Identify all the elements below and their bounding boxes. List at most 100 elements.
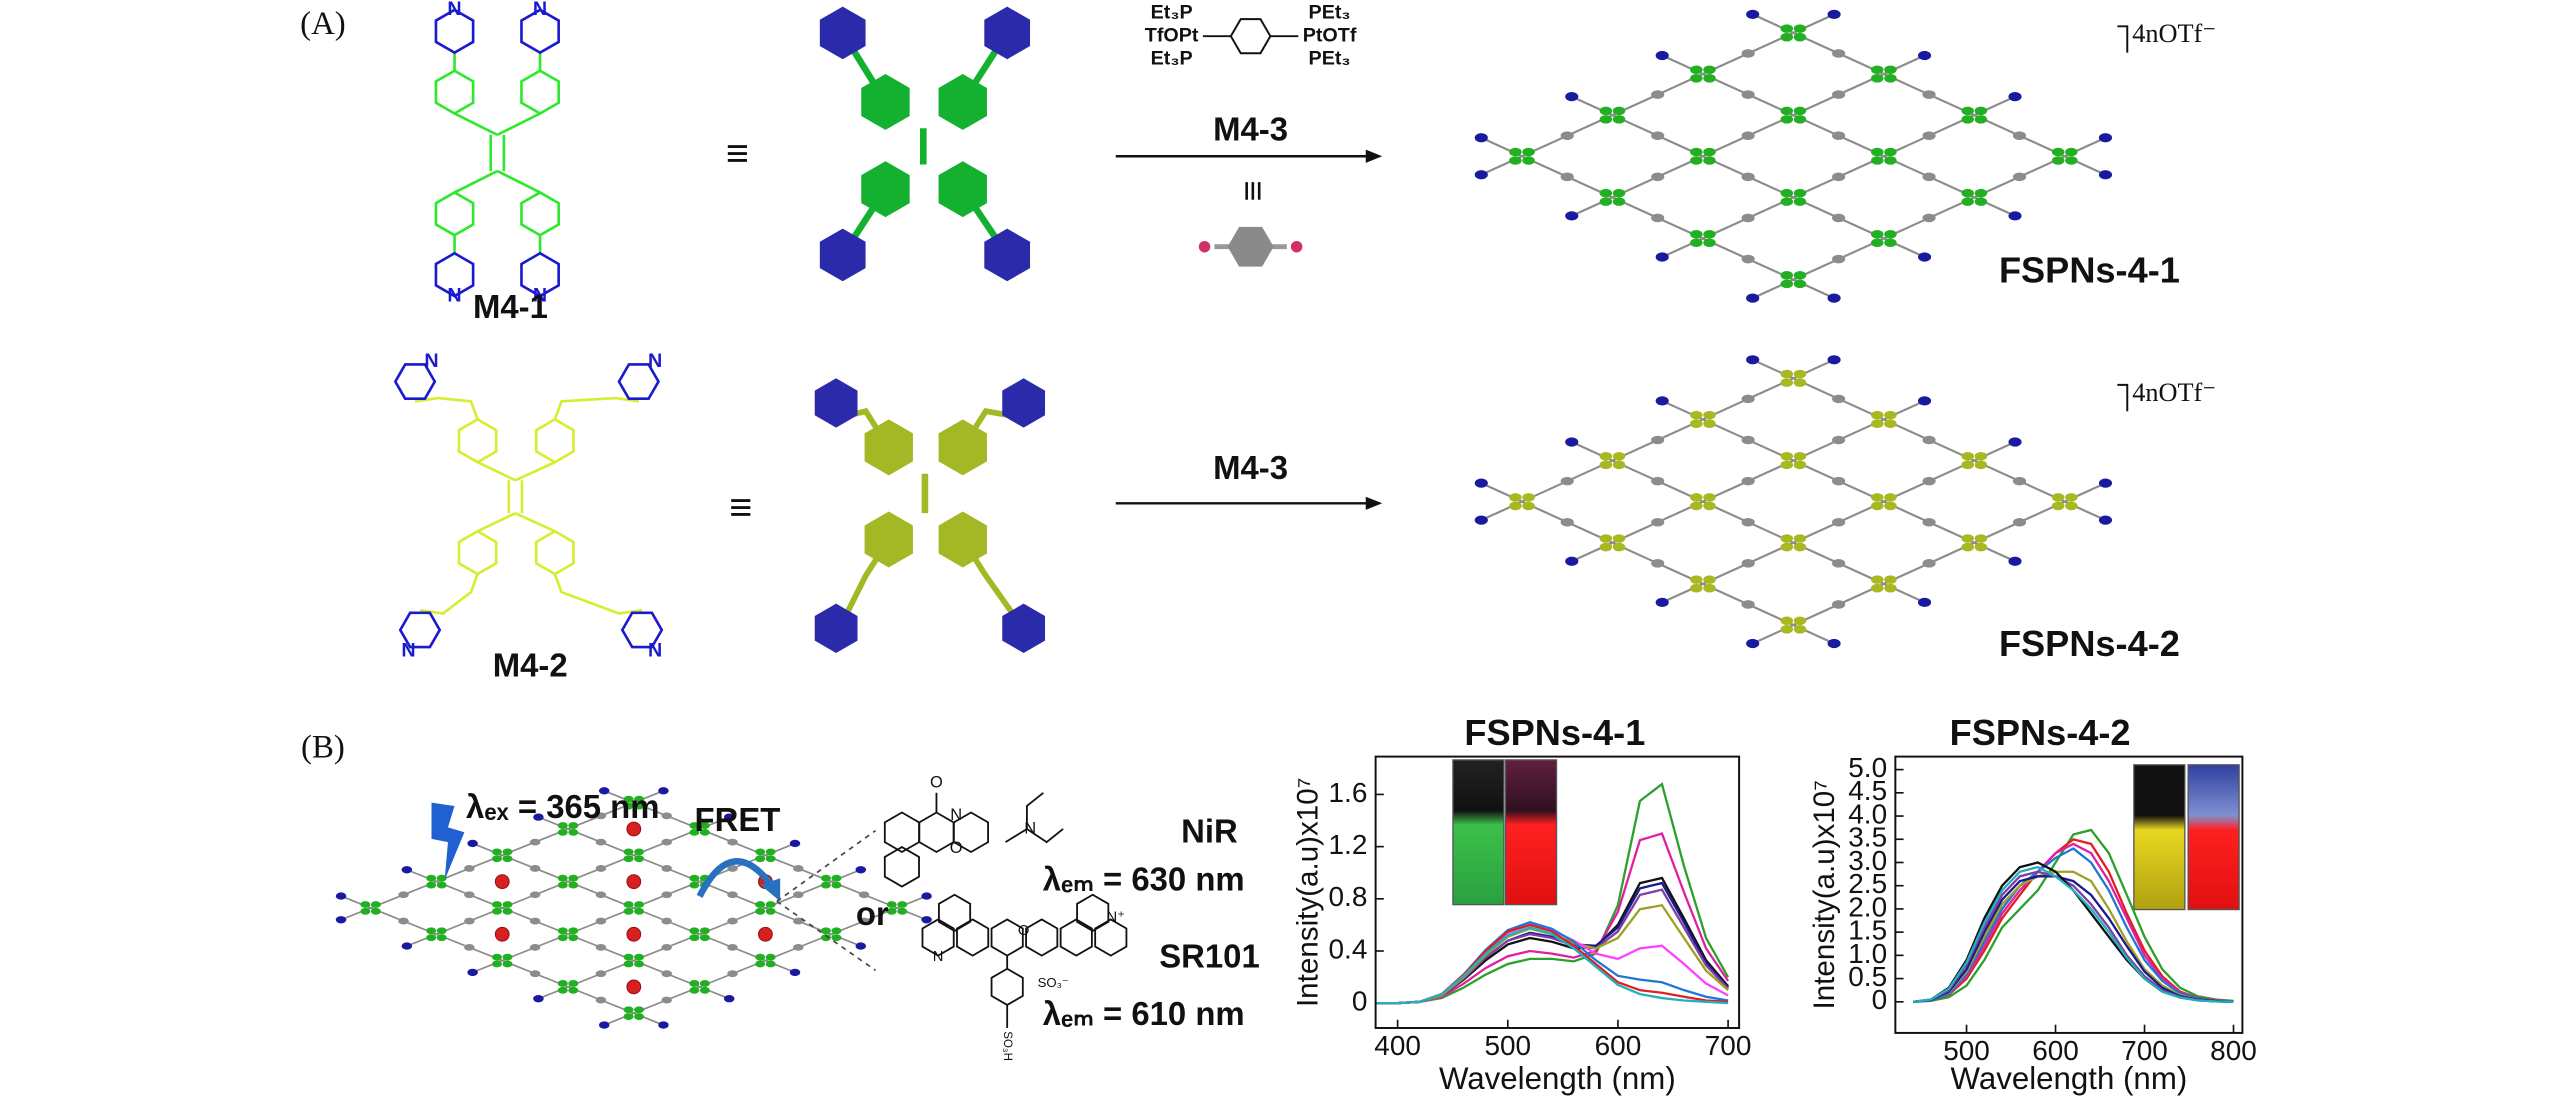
linker-node bbox=[595, 996, 607, 1004]
node-ring bbox=[502, 855, 513, 863]
chart-title: FSPNs-4-2 bbox=[1950, 712, 2131, 753]
end-cap bbox=[1827, 9, 1841, 19]
linker-node bbox=[464, 865, 475, 872]
hexagon bbox=[814, 603, 858, 653]
node-ring bbox=[1871, 74, 1884, 83]
counterion: 4nOTf⁻ bbox=[2132, 19, 2216, 48]
node-ring bbox=[897, 901, 908, 908]
bond bbox=[476, 511, 516, 533]
hexagon bbox=[918, 811, 955, 854]
node-ring bbox=[1884, 229, 1897, 239]
node-ring bbox=[557, 927, 568, 935]
end-cap bbox=[1655, 597, 1669, 608]
node-ring bbox=[1884, 156, 1897, 165]
atom-label: N bbox=[648, 350, 662, 372]
node-ring bbox=[1780, 369, 1794, 379]
node-ring bbox=[1884, 501, 1897, 511]
linker-node bbox=[1832, 49, 1846, 58]
bracket bbox=[2117, 25, 2129, 53]
hexagon bbox=[1002, 603, 1046, 653]
molecule-label: M4-1 bbox=[473, 288, 548, 325]
end-cap bbox=[1827, 355, 1841, 365]
hexagon bbox=[984, 228, 1031, 282]
linker-node bbox=[1741, 49, 1755, 58]
y-tick-label: 0.4 bbox=[1329, 933, 1368, 964]
linker-node bbox=[1741, 476, 1755, 486]
hexagon bbox=[1229, 18, 1272, 55]
end-cap bbox=[2008, 92, 2022, 102]
bond bbox=[453, 112, 498, 137]
linker-node bbox=[1560, 172, 1574, 182]
hexagon bbox=[1025, 918, 1059, 957]
node-ring bbox=[491, 855, 502, 863]
linker-node bbox=[2012, 517, 2027, 527]
node-ring bbox=[1793, 271, 1807, 280]
linker-node bbox=[858, 891, 870, 899]
node-ring bbox=[634, 795, 645, 803]
node-ring bbox=[1690, 156, 1703, 165]
node-ring bbox=[1703, 238, 1716, 248]
hexagon bbox=[921, 918, 955, 957]
linker-node bbox=[727, 917, 738, 925]
node-ring bbox=[1690, 410, 1703, 420]
node-ring bbox=[699, 927, 710, 935]
atom-label: SO₃H bbox=[1001, 1031, 1013, 1061]
node-ring bbox=[1884, 147, 1897, 157]
hexagon bbox=[819, 228, 866, 282]
bond bbox=[514, 511, 556, 533]
linker-node bbox=[1922, 476, 1936, 486]
node-ring bbox=[1871, 238, 1884, 248]
y-tick-label: 3.5 bbox=[1848, 822, 1887, 853]
linker-end bbox=[1198, 240, 1211, 253]
node-ring bbox=[1793, 197, 1807, 206]
end-cap bbox=[598, 787, 610, 795]
node-ring bbox=[1690, 65, 1703, 75]
node-ring bbox=[623, 960, 634, 968]
node-ring bbox=[502, 953, 513, 961]
y-tick-label: 1.0 bbox=[1848, 938, 1887, 969]
node-ring bbox=[1871, 410, 1884, 420]
node-ring bbox=[1974, 188, 1988, 198]
linker-node bbox=[1741, 600, 1755, 609]
node-ring bbox=[1793, 106, 1807, 116]
y-tick-label: 0.5 bbox=[1848, 961, 1887, 992]
node-ring bbox=[623, 848, 634, 856]
linker-node bbox=[464, 891, 475, 899]
hexagon bbox=[620, 611, 664, 649]
linker-node bbox=[2012, 476, 2027, 486]
node-ring bbox=[1961, 542, 1974, 552]
node-ring bbox=[2065, 501, 2078, 511]
or-label: or bbox=[856, 895, 889, 932]
vial-photo bbox=[1504, 759, 1558, 906]
hexagon bbox=[861, 161, 910, 218]
node-ring bbox=[557, 934, 568, 942]
end-cap bbox=[401, 942, 413, 950]
hexagon bbox=[1002, 378, 1046, 428]
node-ring bbox=[634, 1013, 645, 1021]
node-ring bbox=[1509, 156, 1522, 165]
node-ring bbox=[689, 822, 700, 829]
node-ring bbox=[1780, 188, 1794, 198]
node-ring bbox=[1780, 115, 1794, 124]
node-ring bbox=[1599, 542, 1613, 552]
node-ring bbox=[623, 907, 634, 915]
node-ring bbox=[1793, 378, 1807, 387]
node-ring bbox=[491, 901, 502, 908]
bond bbox=[453, 169, 498, 194]
linker-node bbox=[727, 943, 738, 951]
node-ring bbox=[1884, 74, 1897, 83]
node-ring bbox=[699, 828, 710, 836]
linker-node bbox=[1832, 131, 1846, 140]
hexagon bbox=[819, 6, 866, 60]
vial-photo bbox=[1452, 759, 1505, 906]
x-tick-label: 700 bbox=[1705, 1030, 1752, 1061]
node-ring bbox=[1884, 419, 1897, 428]
end-cap bbox=[2098, 133, 2113, 143]
panel-label: (B) bbox=[301, 730, 345, 766]
node-ring bbox=[1780, 106, 1794, 116]
linker-node bbox=[793, 917, 804, 925]
node-ring bbox=[1599, 197, 1613, 206]
linker-node bbox=[1560, 476, 1574, 486]
hexagon bbox=[520, 190, 560, 237]
hexagon bbox=[938, 511, 987, 568]
